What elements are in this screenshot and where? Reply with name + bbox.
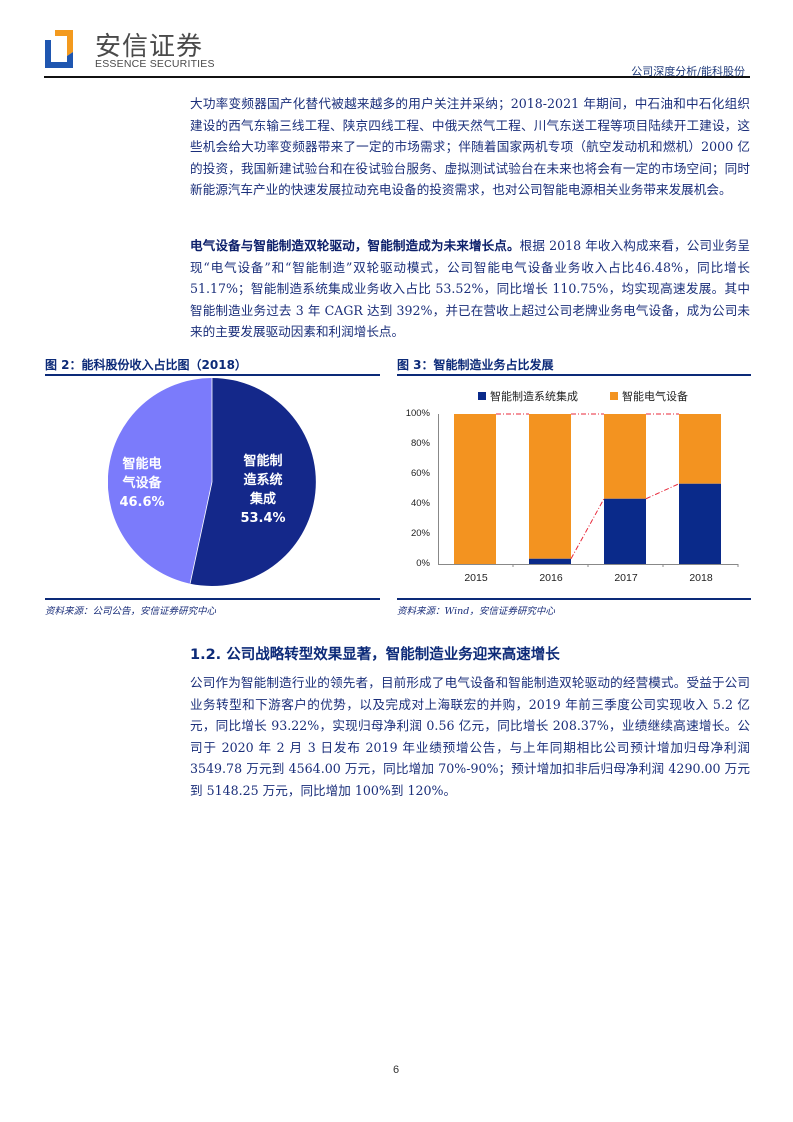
legend-label: 智能电气设备 bbox=[622, 390, 688, 403]
paragraph-market-demand: 大功率变频器国产化替代被越来越多的用户关注并采纳；2018-2021 年期间，中… bbox=[190, 96, 750, 197]
x-tick: 2015 bbox=[464, 572, 488, 584]
logo-chinese-name: 安信证券 bbox=[95, 32, 204, 62]
bar-2018-smart bbox=[679, 483, 721, 564]
figure-3-top-rule bbox=[397, 374, 751, 376]
figure-3-source: 资料来源：Wind，安信证券研究中心 bbox=[397, 606, 555, 617]
stacked-bar-chart bbox=[438, 410, 740, 570]
y-tick: 80% bbox=[410, 438, 430, 449]
y-tick: 60% bbox=[410, 468, 430, 479]
pie-label-electrical-equipment: 智能电 气设备 46.6% bbox=[112, 455, 172, 512]
pie-label-line: 智能制 bbox=[243, 454, 283, 469]
pie-label-line: 气设备 bbox=[122, 476, 162, 491]
paragraph-dual-drive-lead: 电气设备与智能制造双轮驱动，智能制造成为未来增长点。 bbox=[190, 238, 520, 253]
bar-2016-electrical bbox=[529, 414, 571, 559]
bar-2018-electrical bbox=[679, 414, 721, 484]
report-type-label: 公司深度分析/能科股份 bbox=[631, 65, 745, 78]
y-tick: 100% bbox=[405, 408, 430, 419]
legend-item-smart-manufacturing: 智能制造系统集成 bbox=[478, 388, 578, 404]
legend-item-electrical-equipment: 智能电气设备 bbox=[610, 388, 688, 404]
revenue-pie-chart bbox=[107, 377, 316, 586]
logo-english-name: ESSENCE SECURITIES bbox=[95, 58, 215, 70]
paragraph-dual-drive-body: 根据 2018 年收入构成来看，公司业务呈现“电气设备”和“智能制造”双轮驱动模… bbox=[190, 238, 751, 339]
x-tick: 2017 bbox=[614, 572, 638, 584]
figure-2-source: 资料来源：公司公告，安信证券研究中心 bbox=[45, 606, 217, 617]
figure-2-title: 图 2：能科股份收入占比图（2018） bbox=[45, 358, 247, 372]
page-number: 6 bbox=[393, 1064, 400, 1076]
figure-3-title: 图 3：智能制造业务占比发展 bbox=[397, 358, 554, 372]
bar-2016-smart bbox=[529, 558, 571, 564]
bar-2015-electrical bbox=[454, 414, 496, 564]
pie-label-percent: 46.6% bbox=[119, 495, 165, 510]
pie-label-line: 智能电 bbox=[122, 457, 162, 472]
x-tick: 2018 bbox=[689, 572, 713, 584]
y-tick: 40% bbox=[410, 498, 430, 509]
bar-2017-smart bbox=[604, 498, 646, 564]
figure-2-top-rule bbox=[45, 374, 380, 376]
figure-2-bottom-rule bbox=[45, 598, 380, 600]
pie-label-percent: 53.4% bbox=[240, 511, 286, 526]
figure-3-bottom-rule bbox=[397, 598, 751, 600]
pie-label-smart-manufacturing: 智能制 造系统 集成 53.4% bbox=[232, 452, 294, 528]
legend-label: 智能制造系统集成 bbox=[490, 390, 578, 403]
y-tick: 20% bbox=[410, 528, 430, 539]
legend-swatch-icon bbox=[478, 392, 486, 400]
x-tick: 2016 bbox=[539, 572, 563, 584]
pie-slice-smart-manufacturing bbox=[190, 378, 316, 586]
paragraph-performance: 公司作为智能制造行业的领先者，目前形成了电气设备和智能制造双轮驱动的经营模式。受… bbox=[190, 675, 750, 798]
y-tick: 0% bbox=[416, 558, 430, 569]
header-divider bbox=[44, 76, 750, 78]
pie-label-line: 造系统 bbox=[243, 473, 283, 488]
pie-slice-electrical-equipment bbox=[107, 377, 212, 584]
paragraph-dual-drive: 电气设备与智能制造双轮驱动，智能制造成为未来增长点。根据 2018 年收入构成来… bbox=[190, 235, 750, 343]
company-logo-icon bbox=[45, 30, 73, 68]
pie-label-line: 集成 bbox=[249, 492, 276, 507]
section-heading: 1.2. 公司战略转型效果显著，智能制造业务迎来高速增长 bbox=[190, 647, 560, 663]
legend-swatch-icon bbox=[610, 392, 618, 400]
bar-2017-electrical bbox=[604, 414, 646, 499]
